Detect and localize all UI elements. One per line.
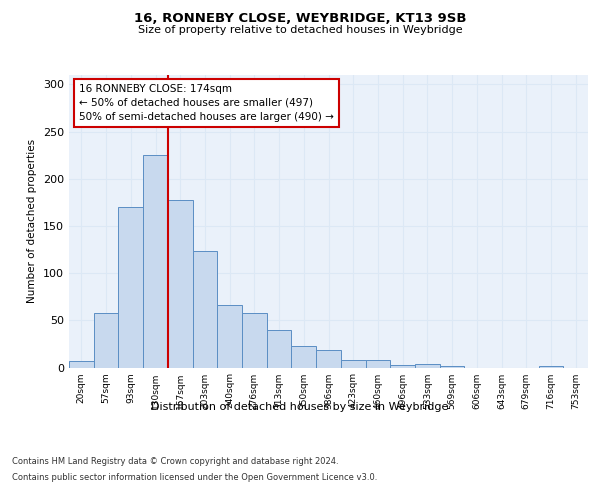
Bar xyxy=(341,360,365,368)
Bar xyxy=(316,350,341,368)
Bar xyxy=(242,313,267,368)
Text: Distribution of detached houses by size in Weybridge: Distribution of detached houses by size … xyxy=(151,402,449,412)
Bar xyxy=(94,313,118,368)
Bar xyxy=(415,364,440,368)
Bar xyxy=(365,360,390,368)
Text: Contains HM Land Registry data © Crown copyright and database right 2024.: Contains HM Land Registry data © Crown c… xyxy=(12,458,338,466)
Bar xyxy=(193,250,217,368)
Bar xyxy=(143,155,168,368)
Bar xyxy=(292,346,316,368)
Y-axis label: Number of detached properties: Number of detached properties xyxy=(28,139,37,304)
Bar xyxy=(69,361,94,368)
Bar xyxy=(168,200,193,368)
Bar xyxy=(390,364,415,368)
Text: Size of property relative to detached houses in Weybridge: Size of property relative to detached ho… xyxy=(137,25,463,35)
Text: Contains public sector information licensed under the Open Government Licence v3: Contains public sector information licen… xyxy=(12,472,377,482)
Bar xyxy=(217,305,242,368)
Bar xyxy=(539,366,563,368)
Bar xyxy=(267,330,292,368)
Bar xyxy=(118,207,143,368)
Text: 16, RONNEBY CLOSE, WEYBRIDGE, KT13 9SB: 16, RONNEBY CLOSE, WEYBRIDGE, KT13 9SB xyxy=(134,12,466,26)
Text: 16 RONNEBY CLOSE: 174sqm
← 50% of detached houses are smaller (497)
50% of semi-: 16 RONNEBY CLOSE: 174sqm ← 50% of detach… xyxy=(79,84,334,122)
Bar xyxy=(440,366,464,368)
